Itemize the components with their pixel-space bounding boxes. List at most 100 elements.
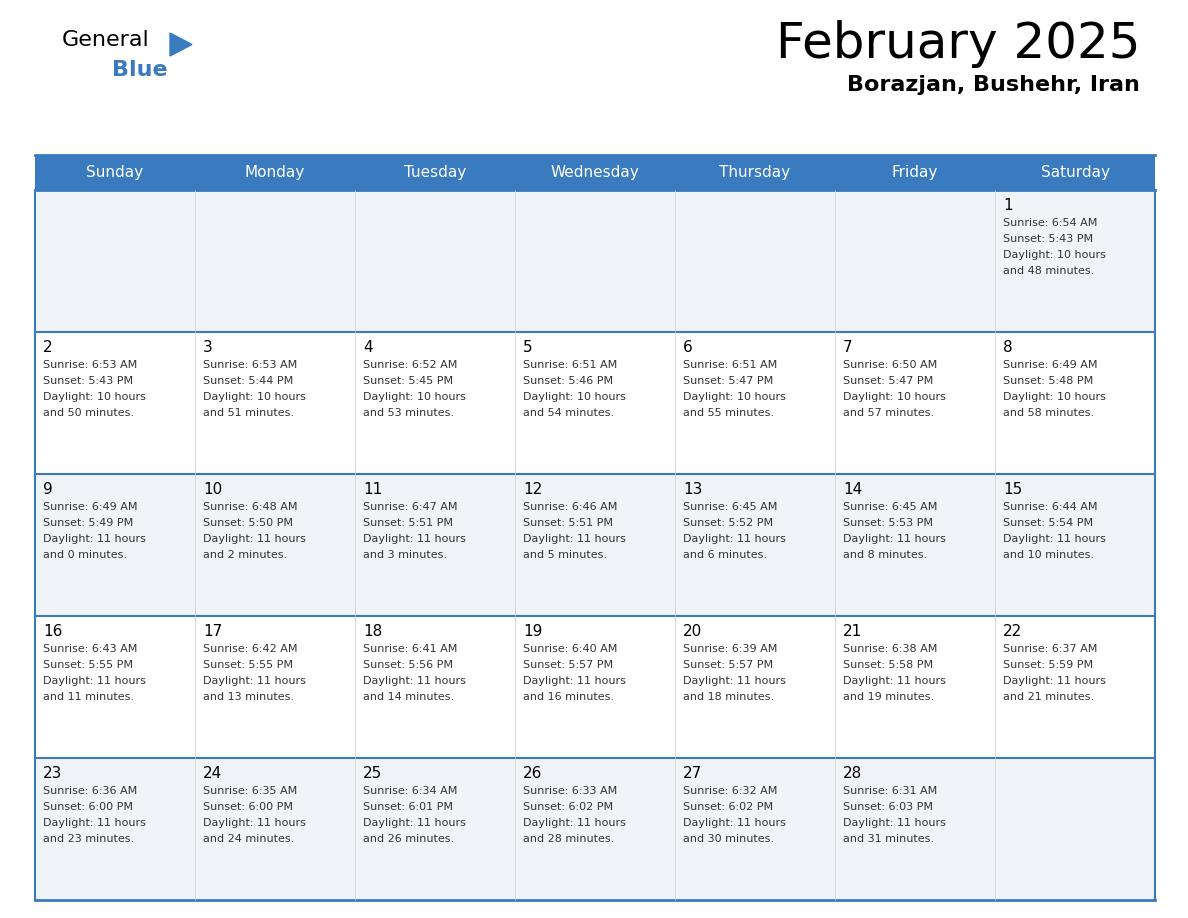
Text: and 3 minutes.: and 3 minutes.	[364, 550, 447, 560]
Text: Sunset: 6:00 PM: Sunset: 6:00 PM	[43, 802, 133, 812]
Text: 6: 6	[683, 340, 693, 355]
Text: 14: 14	[843, 482, 862, 497]
Text: 21: 21	[843, 624, 862, 639]
Text: Sunrise: 6:34 AM: Sunrise: 6:34 AM	[364, 786, 457, 796]
Text: 2: 2	[43, 340, 52, 355]
Bar	[34, 190, 1155, 332]
Text: Sunrise: 6:33 AM: Sunrise: 6:33 AM	[523, 786, 618, 796]
Text: and 0 minutes.: and 0 minutes.	[43, 550, 127, 560]
Polygon shape	[170, 33, 192, 56]
Text: and 28 minutes.: and 28 minutes.	[523, 834, 614, 844]
Text: Sunrise: 6:50 AM: Sunrise: 6:50 AM	[843, 360, 937, 370]
Text: Daylight: 11 hours: Daylight: 11 hours	[43, 534, 146, 544]
Text: Sunset: 5:50 PM: Sunset: 5:50 PM	[203, 518, 293, 528]
Text: Sunrise: 6:44 AM: Sunrise: 6:44 AM	[1003, 502, 1098, 512]
Text: Tuesday: Tuesday	[404, 165, 466, 180]
Text: Sunrise: 6:37 AM: Sunrise: 6:37 AM	[1003, 644, 1098, 654]
Text: Sunset: 5:53 PM: Sunset: 5:53 PM	[843, 518, 933, 528]
Text: Sunrise: 6:43 AM: Sunrise: 6:43 AM	[43, 644, 138, 654]
Text: Daylight: 11 hours: Daylight: 11 hours	[683, 676, 786, 686]
Text: 26: 26	[523, 766, 543, 781]
Text: Sunset: 6:02 PM: Sunset: 6:02 PM	[523, 802, 613, 812]
Text: Sunrise: 6:41 AM: Sunrise: 6:41 AM	[364, 644, 457, 654]
Text: Sunrise: 6:51 AM: Sunrise: 6:51 AM	[523, 360, 618, 370]
Text: Daylight: 11 hours: Daylight: 11 hours	[43, 676, 146, 686]
Text: Sunset: 6:03 PM: Sunset: 6:03 PM	[843, 802, 933, 812]
Text: February 2025: February 2025	[776, 20, 1140, 68]
Text: Daylight: 11 hours: Daylight: 11 hours	[683, 534, 786, 544]
Bar	[34, 155, 1155, 190]
Text: Sunrise: 6:54 AM: Sunrise: 6:54 AM	[1003, 218, 1098, 228]
Text: Thursday: Thursday	[720, 165, 790, 180]
Text: Daylight: 11 hours: Daylight: 11 hours	[364, 534, 466, 544]
Text: Sunset: 5:47 PM: Sunset: 5:47 PM	[843, 376, 934, 386]
Text: and 57 minutes.: and 57 minutes.	[843, 408, 934, 418]
Text: Sunrise: 6:40 AM: Sunrise: 6:40 AM	[523, 644, 618, 654]
Text: and 58 minutes.: and 58 minutes.	[1003, 408, 1094, 418]
Text: 10: 10	[203, 482, 222, 497]
Text: and 48 minutes.: and 48 minutes.	[1003, 266, 1094, 276]
Text: 1: 1	[1003, 198, 1012, 213]
Text: 28: 28	[843, 766, 862, 781]
Text: 15: 15	[1003, 482, 1022, 497]
Text: 24: 24	[203, 766, 222, 781]
Text: Sunset: 5:56 PM: Sunset: 5:56 PM	[364, 660, 453, 670]
Text: Sunset: 5:54 PM: Sunset: 5:54 PM	[1003, 518, 1093, 528]
Text: Sunset: 5:55 PM: Sunset: 5:55 PM	[203, 660, 293, 670]
Text: Sunrise: 6:32 AM: Sunrise: 6:32 AM	[683, 786, 777, 796]
Bar	[34, 332, 1155, 474]
Text: 8: 8	[1003, 340, 1012, 355]
Text: Daylight: 10 hours: Daylight: 10 hours	[1003, 250, 1106, 260]
Text: and 19 minutes.: and 19 minutes.	[843, 692, 934, 702]
Text: Borazjan, Bushehr, Iran: Borazjan, Bushehr, Iran	[847, 75, 1140, 95]
Text: Daylight: 11 hours: Daylight: 11 hours	[523, 818, 626, 828]
Text: and 55 minutes.: and 55 minutes.	[683, 408, 775, 418]
Text: Daylight: 11 hours: Daylight: 11 hours	[843, 818, 946, 828]
Text: Sunrise: 6:53 AM: Sunrise: 6:53 AM	[43, 360, 138, 370]
Text: and 14 minutes.: and 14 minutes.	[364, 692, 454, 702]
Text: 4: 4	[364, 340, 373, 355]
Text: Daylight: 10 hours: Daylight: 10 hours	[1003, 392, 1106, 402]
Text: Daylight: 11 hours: Daylight: 11 hours	[364, 818, 466, 828]
Bar	[34, 758, 1155, 900]
Text: Sunrise: 6:39 AM: Sunrise: 6:39 AM	[683, 644, 777, 654]
Text: 25: 25	[364, 766, 383, 781]
Text: Sunrise: 6:49 AM: Sunrise: 6:49 AM	[43, 502, 138, 512]
Text: 7: 7	[843, 340, 853, 355]
Text: Sunrise: 6:52 AM: Sunrise: 6:52 AM	[364, 360, 457, 370]
Text: Sunset: 5:46 PM: Sunset: 5:46 PM	[523, 376, 613, 386]
Text: Sunset: 5:59 PM: Sunset: 5:59 PM	[1003, 660, 1093, 670]
Text: and 54 minutes.: and 54 minutes.	[523, 408, 614, 418]
Text: Sunrise: 6:47 AM: Sunrise: 6:47 AM	[364, 502, 457, 512]
Text: 23: 23	[43, 766, 63, 781]
Text: Sunset: 5:57 PM: Sunset: 5:57 PM	[683, 660, 773, 670]
Text: and 53 minutes.: and 53 minutes.	[364, 408, 454, 418]
Text: Sunset: 6:01 PM: Sunset: 6:01 PM	[364, 802, 453, 812]
Text: Sunset: 5:43 PM: Sunset: 5:43 PM	[43, 376, 133, 386]
Text: 3: 3	[203, 340, 213, 355]
Text: Sunrise: 6:46 AM: Sunrise: 6:46 AM	[523, 502, 618, 512]
Text: Daylight: 11 hours: Daylight: 11 hours	[843, 534, 946, 544]
Text: Daylight: 11 hours: Daylight: 11 hours	[523, 676, 626, 686]
Text: and 5 minutes.: and 5 minutes.	[523, 550, 607, 560]
Text: Sunset: 5:51 PM: Sunset: 5:51 PM	[523, 518, 613, 528]
Text: Daylight: 11 hours: Daylight: 11 hours	[683, 818, 786, 828]
Text: Sunrise: 6:48 AM: Sunrise: 6:48 AM	[203, 502, 297, 512]
Text: Daylight: 11 hours: Daylight: 11 hours	[1003, 676, 1106, 686]
Text: Saturday: Saturday	[1041, 165, 1110, 180]
Text: 16: 16	[43, 624, 63, 639]
Text: Sunset: 5:49 PM: Sunset: 5:49 PM	[43, 518, 133, 528]
Text: Daylight: 11 hours: Daylight: 11 hours	[364, 676, 466, 686]
Text: and 21 minutes.: and 21 minutes.	[1003, 692, 1094, 702]
Text: and 2 minutes.: and 2 minutes.	[203, 550, 287, 560]
Text: Wednesday: Wednesday	[550, 165, 639, 180]
Text: Sunrise: 6:51 AM: Sunrise: 6:51 AM	[683, 360, 777, 370]
Text: Sunset: 5:52 PM: Sunset: 5:52 PM	[683, 518, 773, 528]
Text: Sunset: 6:02 PM: Sunset: 6:02 PM	[683, 802, 773, 812]
Text: Sunset: 5:43 PM: Sunset: 5:43 PM	[1003, 234, 1093, 244]
Text: Sunrise: 6:45 AM: Sunrise: 6:45 AM	[843, 502, 937, 512]
Text: Sunrise: 6:36 AM: Sunrise: 6:36 AM	[43, 786, 138, 796]
Text: Sunset: 5:48 PM: Sunset: 5:48 PM	[1003, 376, 1093, 386]
Text: and 26 minutes.: and 26 minutes.	[364, 834, 454, 844]
Text: Sunset: 6:00 PM: Sunset: 6:00 PM	[203, 802, 293, 812]
